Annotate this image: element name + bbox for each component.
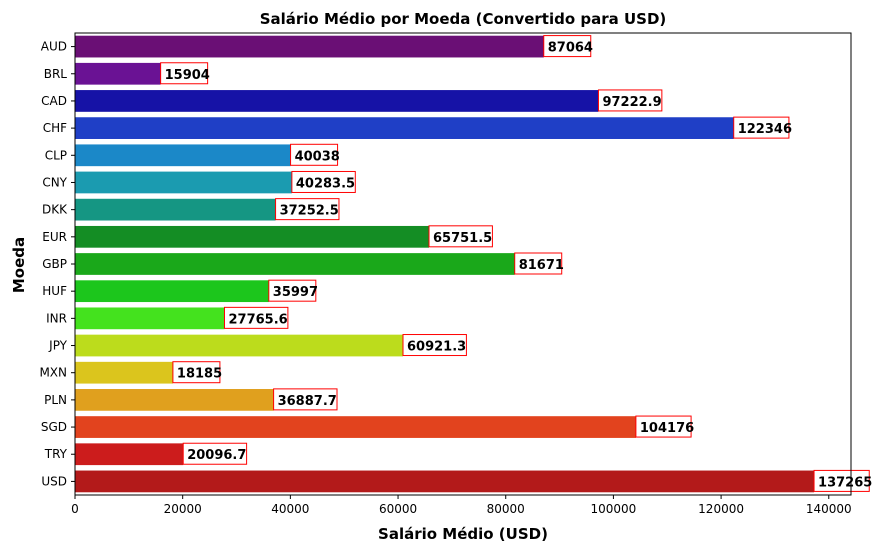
bar-inr <box>75 307 225 330</box>
data-label-brl: 15904 <box>165 68 210 83</box>
data-label-usd: 137265 <box>818 475 872 490</box>
y-tick-label-eur: EUR <box>42 230 67 244</box>
bar-chf <box>75 117 734 139</box>
y-tick-label-huf: HUF <box>42 284 67 298</box>
data-label-box <box>733 116 790 139</box>
bar-aud <box>75 35 544 58</box>
y-tick-label-inr: INR <box>46 311 67 325</box>
data-label-huf: 35997 <box>273 285 318 300</box>
y-tick-label-dkk: DKK <box>42 203 68 217</box>
x-tick-label: 100000 <box>591 502 637 516</box>
bar-dkk <box>75 198 276 221</box>
y-tick-label-brl: BRL <box>44 67 68 81</box>
data-label-gbp: 81671 <box>519 258 564 273</box>
x-axis-label: Salário Médio (USD) <box>378 525 548 543</box>
data-label-jpy: 60921.3 <box>407 340 466 355</box>
y-axis-label: Moeda <box>10 237 28 293</box>
y-tick-label-try: TRY <box>44 447 68 461</box>
data-label-cad: 97222.9 <box>602 95 661 110</box>
bar-eur <box>75 225 430 248</box>
data-label-box <box>402 334 467 357</box>
data-label-box <box>182 442 248 465</box>
x-ticks: 0 20000 40000 60000 80000 100000 120000 140000 <box>71 495 852 516</box>
bar-cny <box>75 171 292 194</box>
data-label-box <box>514 252 563 275</box>
data-label-clp: 40038 <box>295 149 340 164</box>
y-tick-label-gbp: GBP <box>42 257 67 271</box>
bar-clp <box>75 144 291 167</box>
bar-cad <box>75 90 599 112</box>
x-tick-label: 20000 <box>164 502 202 516</box>
data-label-try: 20096.7 <box>187 448 246 463</box>
data-label-inr: 27765.6 <box>228 312 287 327</box>
data-label-box <box>268 279 317 302</box>
data-label-dkk: 37252.5 <box>280 204 339 219</box>
data-label-eur: 65751.5 <box>433 231 492 246</box>
bar-sgd <box>75 416 636 438</box>
x-tick-label: 140000 <box>806 502 852 516</box>
bar-gbp <box>75 253 515 275</box>
data-label-cny: 40283.5 <box>296 176 355 191</box>
x-tick-label: 40000 <box>271 502 309 516</box>
bars-group <box>75 35 815 493</box>
bar-brl <box>75 62 161 85</box>
y-tick-labels: AUD BRL CAD CHF CLP CNY DKK EUR GBP HUF INR JPY MXN P… <box>39 40 75 488</box>
bar-usd <box>75 470 815 493</box>
y-tick-label-mxn: MXN <box>39 366 67 380</box>
data-label-box <box>543 35 592 58</box>
x-tick-label: 60000 <box>379 502 417 516</box>
x-tick-label: 120000 <box>698 502 744 516</box>
bar-huf <box>75 280 269 303</box>
data-label-chf: 122346 <box>738 122 792 137</box>
x-tick-label: 80000 <box>487 502 525 516</box>
data-label-box <box>223 306 289 329</box>
data-label-box <box>597 89 663 112</box>
data-label-box <box>172 361 221 384</box>
data-label-box <box>635 415 692 438</box>
y-tick-label-clp: CLP <box>45 148 67 162</box>
data-label-pln: 36887.7 <box>278 394 337 409</box>
x-tick-label: 0 <box>71 502 79 516</box>
y-tick-label-pln: PLN <box>44 393 67 407</box>
data-label-sgd: 104176 <box>640 421 694 436</box>
plot-frame <box>74 32 852 496</box>
data-label-box <box>160 62 209 85</box>
data-labels: 87064 15904 97222.9 122346 40038 40283.5 37252… <box>160 35 872 492</box>
y-tick-label-jpy: JPY <box>48 339 68 353</box>
y-tick-label-usd: USD <box>41 474 67 488</box>
chart-title: Salário Médio por Moeda (Convertido para… <box>260 10 667 28</box>
bar-try <box>75 443 184 466</box>
data-label-box <box>428 225 493 248</box>
data-label-box <box>813 469 870 492</box>
data-label-box <box>273 388 338 411</box>
y-tick-label-cny: CNY <box>42 175 67 189</box>
y-tick-label-chf: CHF <box>43 121 67 135</box>
y-tick-label-cad: CAD <box>41 94 67 108</box>
data-label-box <box>290 143 339 166</box>
bar-jpy <box>75 334 404 357</box>
bar-pln <box>75 389 274 411</box>
y-tick-label-sgd: SGD <box>41 420 67 434</box>
data-label-box <box>291 170 356 193</box>
data-label-aud: 87064 <box>548 41 593 56</box>
data-label-mxn: 18185 <box>177 367 222 382</box>
y-tick-label-aud: AUD <box>41 40 67 54</box>
data-label-box <box>275 198 340 221</box>
bar-mxn <box>75 361 173 384</box>
